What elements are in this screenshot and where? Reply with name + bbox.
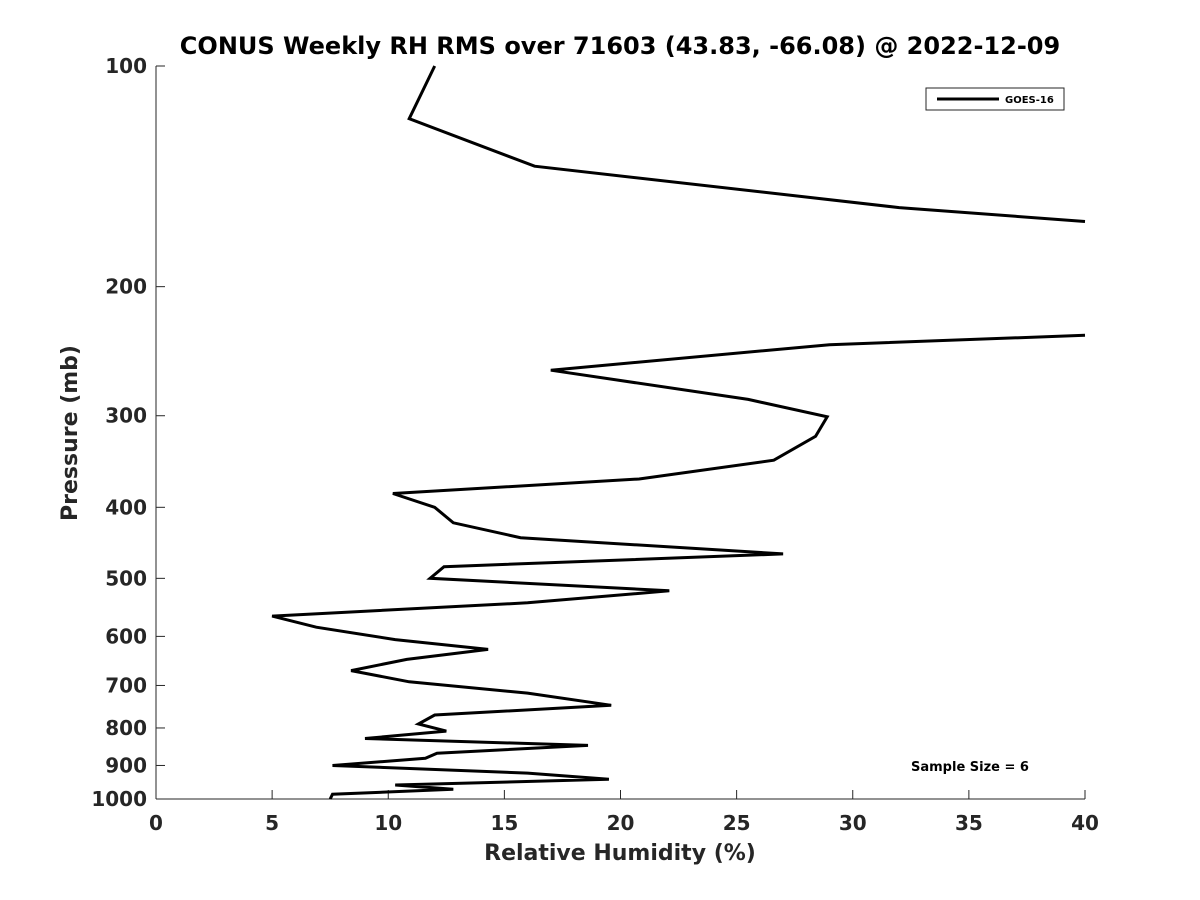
x-tick-label: 0 [149, 811, 163, 835]
legend-label-goes-16: GOES-16 [1005, 95, 1054, 106]
x-tick-label: 20 [607, 811, 635, 835]
chart-title: CONUS Weekly RH RMS over 71603 (43.83, -… [180, 32, 1060, 60]
sample-size-annotation: Sample Size = 6 [911, 760, 1029, 775]
x-tick-label: 30 [839, 811, 867, 835]
series-line-goes-16 [271, 333, 1086, 800]
x-tick-label: 15 [490, 811, 518, 835]
y-tick-label: 300 [105, 404, 147, 428]
x-tick-label: 5 [265, 811, 279, 835]
x-tick-label: 40 [1071, 811, 1099, 835]
legend: GOES-16 [925, 87, 1065, 111]
y-tick-label: 200 [105, 275, 147, 299]
y-tick-label: 700 [105, 673, 147, 697]
series-line-goes-16 [407, 65, 1086, 223]
series-layer [271, 65, 1086, 800]
y-axis-ticks: 100 200 300 400 500 600 700 800 900 1000 [91, 54, 165, 811]
y-tick-label: 1000 [91, 787, 147, 811]
y-tick-label: 100 [105, 54, 147, 78]
x-axis-label: Relative Humidity (%) [484, 841, 756, 866]
y-tick-label: 400 [105, 495, 147, 519]
y-axis-label: Pressure (mb) [58, 345, 83, 521]
y-tick-label: 500 [105, 566, 147, 590]
x-tick-label: 35 [955, 811, 983, 835]
y-tick-label: 800 [105, 716, 147, 740]
x-axis-ticks: 0 5 10 15 20 25 30 35 40 [149, 790, 1099, 835]
y-tick-label: 600 [105, 624, 147, 648]
y-tick-label: 900 [105, 753, 147, 777]
x-tick-label: 10 [374, 811, 402, 835]
x-tick-label: 25 [723, 811, 751, 835]
